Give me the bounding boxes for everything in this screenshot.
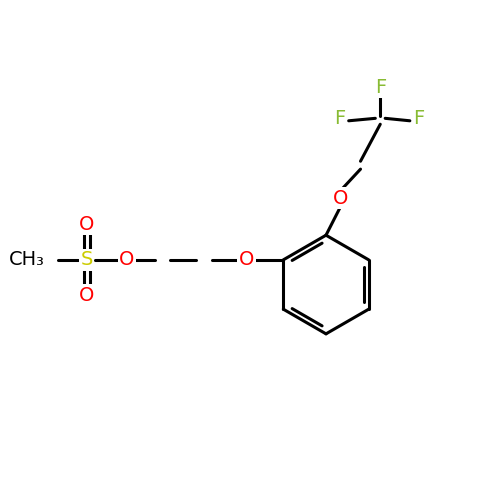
Text: S: S: [80, 250, 92, 270]
Text: O: O: [238, 250, 254, 270]
Text: F: F: [413, 109, 424, 128]
Text: CH₃: CH₃: [8, 250, 44, 270]
Text: F: F: [334, 109, 345, 128]
Text: F: F: [374, 78, 386, 97]
Text: O: O: [79, 215, 94, 234]
Text: O: O: [333, 188, 348, 208]
Text: O: O: [120, 250, 134, 270]
Text: O: O: [79, 286, 94, 305]
